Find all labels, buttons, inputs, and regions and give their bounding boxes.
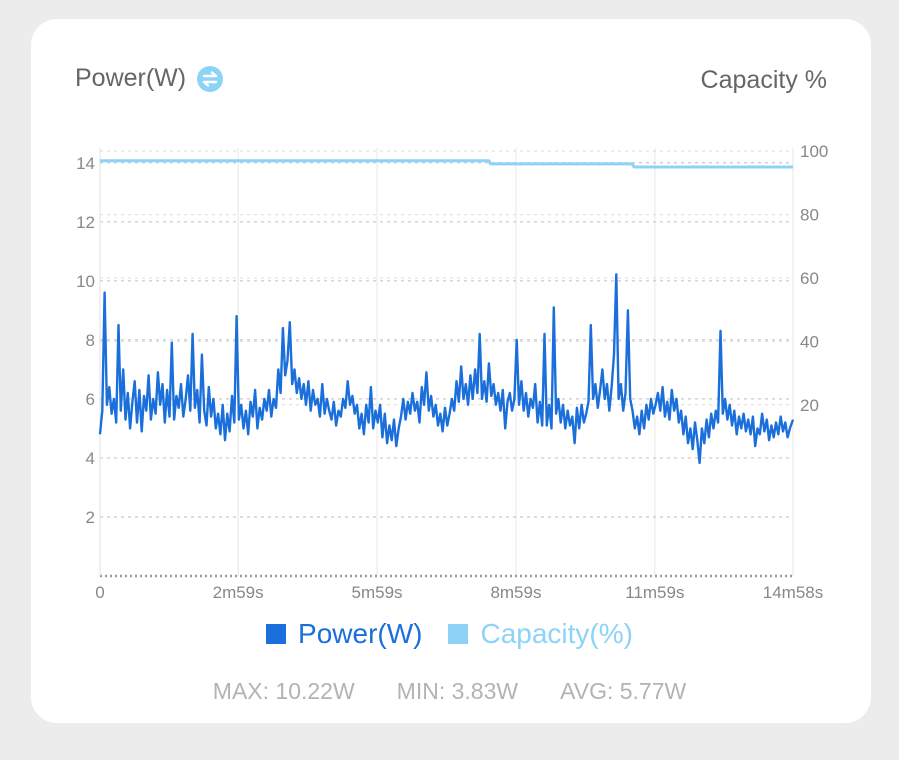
x-tick-label: 14m58s — [763, 583, 823, 602]
x-tick-label: 8m59s — [490, 583, 541, 602]
power-header: Power(W) — [75, 64, 224, 93]
x-tick-label: 5m59s — [352, 583, 403, 602]
legend-swatch-power — [266, 624, 287, 644]
stat-avg: AVG: 5.77W — [560, 678, 687, 704]
y2-tick-label: 100 — [800, 142, 828, 161]
stats-row: MAX: 10.22W MIN: 3.83W AVG: 5.77W — [0, 678, 899, 705]
y2-tick-label: 80 — [800, 206, 819, 225]
legend-label-power: Power(W) — [298, 618, 423, 649]
power-axis-title: Power(W) — [75, 64, 187, 92]
legend-item-power[interactable]: Power(W) — [266, 618, 422, 650]
y-tick-label: 12 — [76, 213, 95, 232]
series-line-power — [98, 273, 795, 465]
y-tick-label: 14 — [76, 154, 95, 173]
y-tick-label: 8 — [86, 331, 95, 350]
y2-tick-label: 40 — [800, 332, 819, 351]
stat-max: MAX: 10.22W — [212, 678, 355, 704]
y-tick-label: 10 — [76, 272, 95, 291]
x-tick-label: 2m59s — [213, 583, 264, 602]
stat-min: MIN: 3.83W — [396, 678, 519, 704]
series-line-capacity — [100, 159, 793, 169]
y-tick-label: 4 — [86, 449, 95, 468]
swap-vertical-icon[interactable] — [196, 65, 224, 93]
legend-label-capacity: Capacity(%) — [480, 618, 633, 649]
y-tick-label: 2 — [86, 508, 95, 527]
x-tick-label: 11m59s — [625, 583, 684, 602]
x-tick-label: 0 — [95, 583, 104, 602]
legend-swatch-capacity — [448, 624, 469, 644]
y2-tick-label: 60 — [800, 269, 819, 288]
capacity-axis-title: Capacity % — [700, 66, 827, 94]
chart-legend: Power(W) Capacity(%) — [0, 618, 899, 650]
legend-item-capacity[interactable]: Capacity(%) — [448, 618, 633, 650]
y2-tick-label: 20 — [800, 396, 819, 415]
y-tick-label: 6 — [86, 390, 95, 409]
